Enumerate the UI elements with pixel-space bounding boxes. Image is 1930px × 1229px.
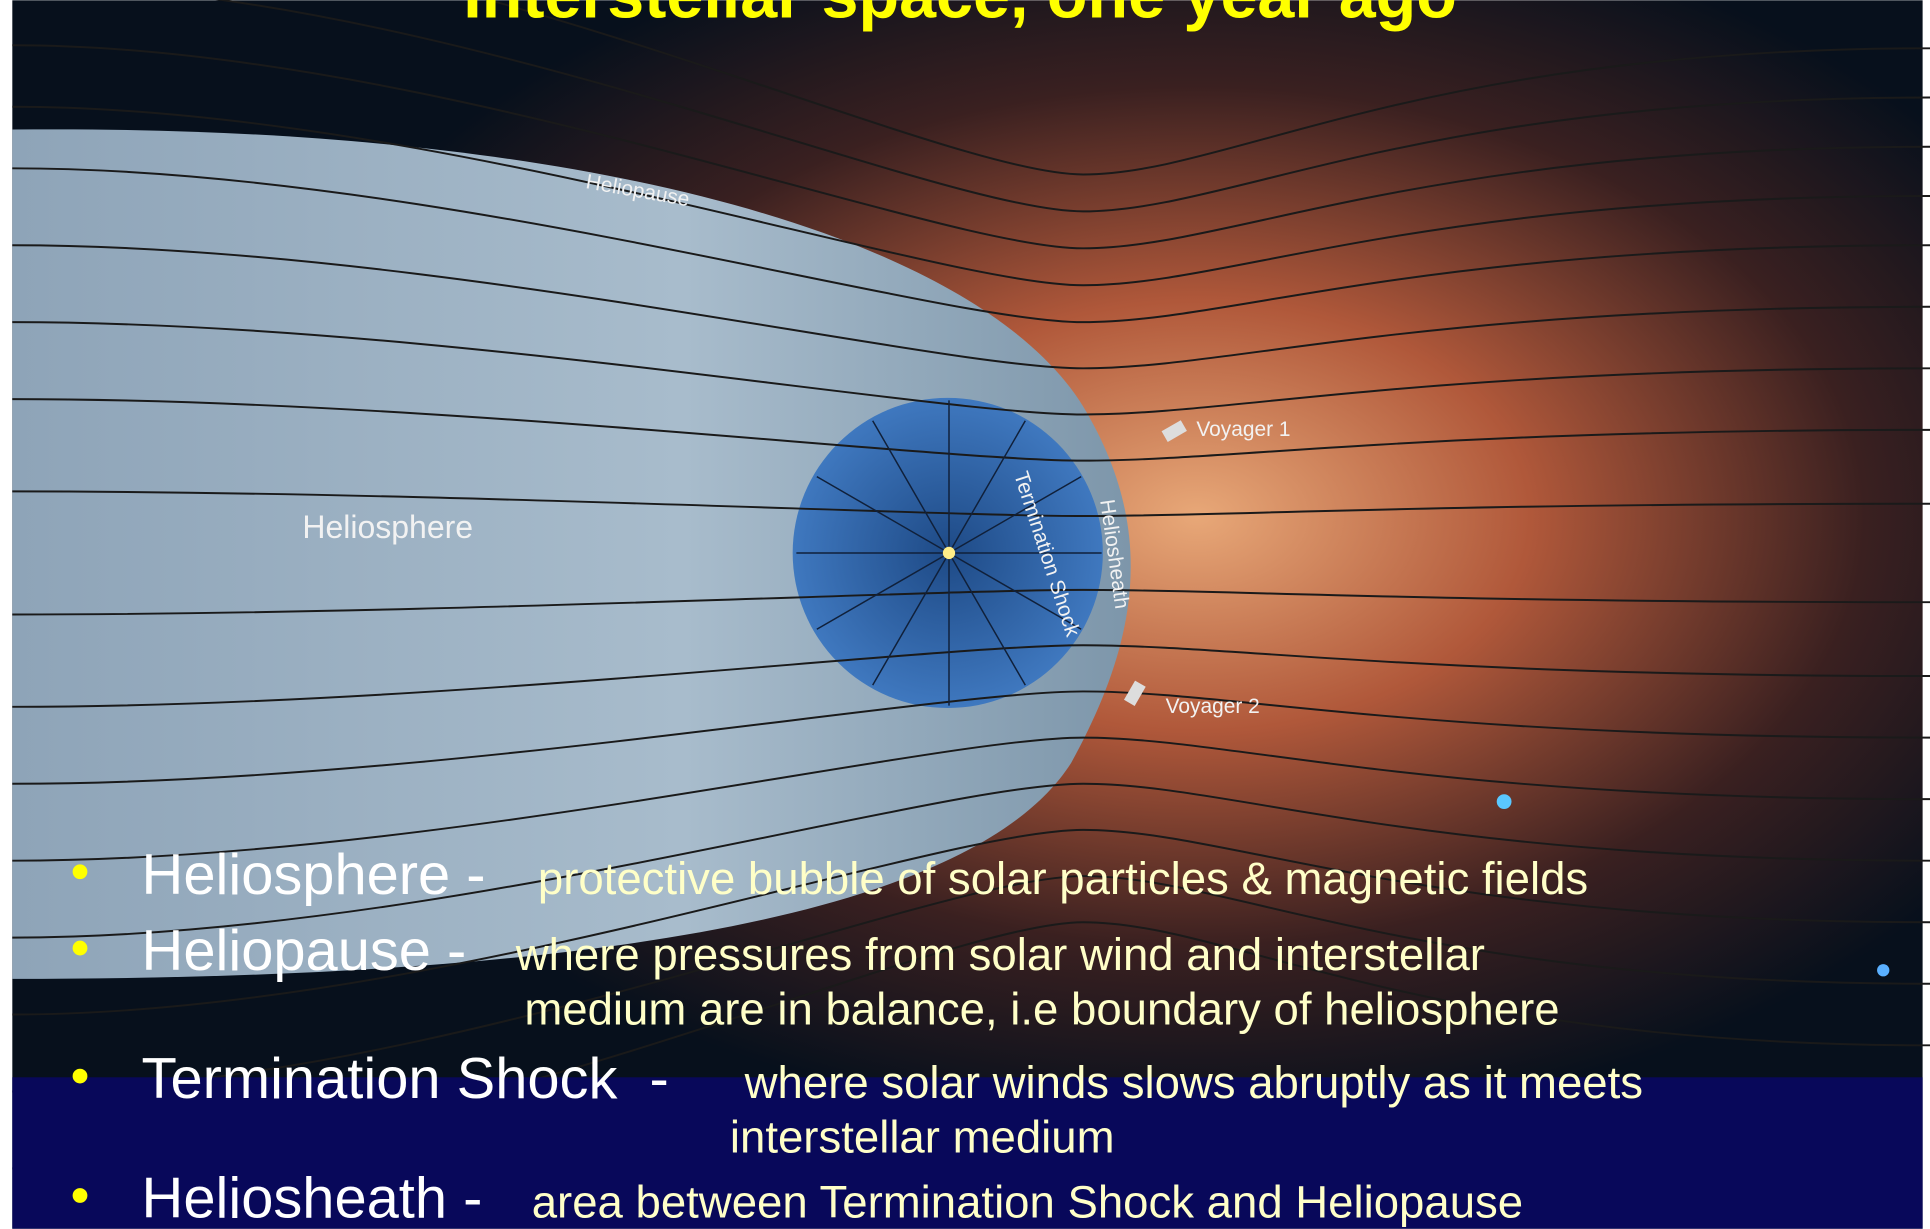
bullet-term: Heliopause - xyxy=(142,919,467,983)
star xyxy=(1497,794,1512,809)
bullet-description: where solar winds slows abruptly as it m… xyxy=(744,1057,1643,1108)
bullet-term: Termination Shock - xyxy=(142,1047,669,1111)
bullet-term: Heliosphere - xyxy=(142,843,486,907)
title: Interstellar space, one year ago xyxy=(463,0,1457,33)
bullet-term: Heliosheath - xyxy=(142,1167,483,1229)
sun xyxy=(943,547,955,559)
label: Voyager 1 xyxy=(1196,418,1290,441)
star xyxy=(1877,964,1889,976)
bullet-description: medium are in balance, i.e boundary of h… xyxy=(524,983,1559,1034)
bullet-description: where pressures from solar wind and inte… xyxy=(515,929,1485,980)
bullet-dot xyxy=(73,1069,88,1084)
label: Heliosphere xyxy=(302,509,473,545)
bullet-dot xyxy=(73,864,88,879)
bullet-description: area between Termination Shock and Helio… xyxy=(532,1177,1523,1228)
bullet-dot xyxy=(73,941,88,956)
bullet-description: interstellar medium xyxy=(730,1111,1115,1162)
label: Voyager 2 xyxy=(1166,695,1260,718)
bullet-dot xyxy=(73,1188,88,1203)
bullet-description: protective bubble of solar particles & m… xyxy=(538,853,1588,904)
slide: Interstellar space, one year ago Heliopa… xyxy=(0,0,1930,1229)
page: Interstellar space, one year ago Heliopa… xyxy=(0,0,1930,1229)
